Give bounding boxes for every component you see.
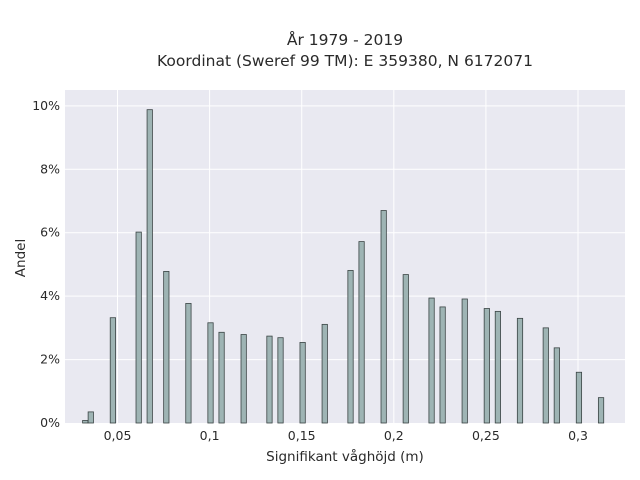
y-axis-ticks: 0% 2% 4% 6% 8% 10% [32, 98, 60, 430]
x-tick-label-4: 0,25 [472, 428, 500, 443]
y-axis-label: Andel [13, 239, 29, 277]
y-tick-label-3: 6% [40, 225, 60, 240]
bar-26 [575, 371, 583, 424]
bar-2 [109, 317, 116, 424]
bar-27 [597, 397, 605, 424]
y-tick-label-4: 8% [40, 161, 60, 176]
x-axis-ticks: 0,05 0,1 0,15 0,2 0,25 0,3 [104, 428, 588, 443]
bar-6 [185, 303, 192, 424]
bar-3 [135, 231, 142, 424]
y-tick-label-1: 2% [40, 352, 60, 367]
bar-23 [516, 317, 524, 424]
y-tick-label-0: 0% [40, 415, 60, 430]
bar-19 [439, 306, 446, 424]
x-tick-label-0: 0,05 [104, 428, 132, 443]
bar-14 [347, 270, 354, 424]
x-axis-label: Signifikant våghöjd (m) [266, 448, 424, 465]
plot-area [65, 90, 625, 423]
bar-24 [542, 327, 549, 424]
bar-7 [207, 322, 214, 424]
bar-22 [494, 310, 501, 424]
bar-4 [146, 109, 153, 424]
bar-25 [553, 347, 560, 424]
bar-13 [321, 323, 328, 424]
y-tick-label-5: 10% [32, 98, 60, 113]
bar-5 [163, 271, 170, 424]
y-tick-label-2: 4% [40, 288, 60, 303]
bar-10 [266, 335, 273, 424]
x-tick-label-2: 0,15 [288, 428, 316, 443]
bar-15 [358, 241, 365, 424]
x-tick-label-3: 0,2 [384, 428, 404, 443]
bars [82, 109, 605, 424]
bar-16 [380, 210, 387, 424]
bar-1 [87, 411, 94, 424]
bar-8 [218, 331, 225, 424]
x-tick-label-1: 0,1 [200, 428, 220, 443]
x-tick-label-5: 0,3 [568, 428, 588, 443]
bar-11 [277, 337, 284, 424]
bar-0 [82, 420, 89, 424]
chart-title-line1: År 1979 - 2019 [287, 30, 403, 49]
bar-21 [483, 308, 490, 424]
bar-12 [299, 342, 306, 424]
bar-18 [428, 297, 435, 424]
bar-17 [402, 274, 409, 424]
bar-9 [240, 334, 247, 424]
chart-title-line2: Koordinat (Sweref 99 TM): E 359380, N 61… [157, 52, 533, 70]
bar-20 [461, 298, 468, 424]
